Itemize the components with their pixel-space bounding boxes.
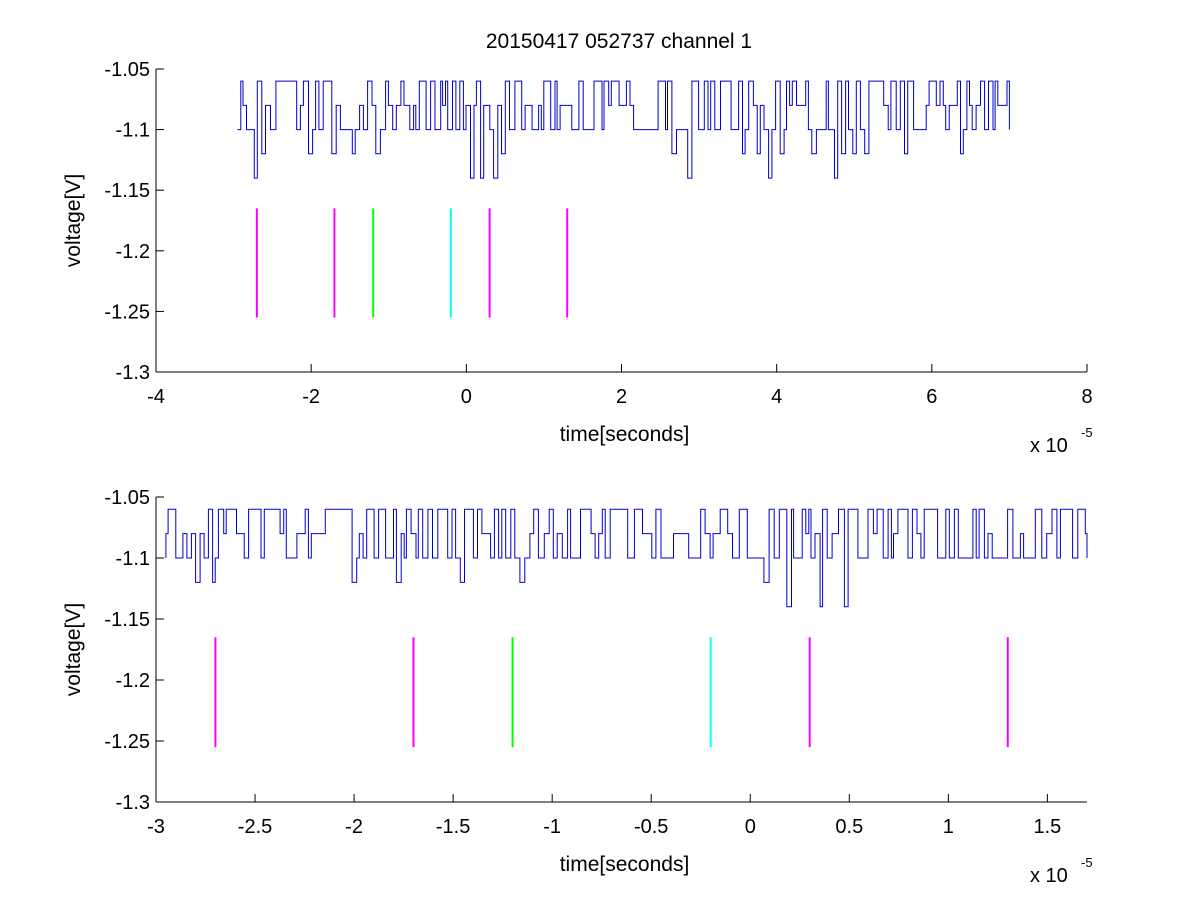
- x-tick-label: -2: [302, 386, 320, 408]
- x-tick-label: 1.5: [1033, 816, 1061, 838]
- voltage-series-line: [165, 508, 1088, 608]
- x-tick-label: 8: [1081, 386, 1092, 408]
- x-tick-label: -1.5: [436, 816, 470, 838]
- y-tick-label: -1.25: [104, 301, 150, 323]
- x-tick-label: 4: [771, 386, 782, 408]
- x-tick-label: -2: [345, 816, 363, 838]
- x-tick-label: -2.5: [238, 816, 272, 838]
- x-multiplier-label: x 10: [1030, 865, 1068, 887]
- y-tick-label: -1.3: [116, 792, 150, 814]
- y-tick-label: -1.1: [116, 548, 150, 570]
- y-axis-label: voltage[V]: [62, 603, 85, 696]
- x-tick-label: 1: [943, 816, 954, 838]
- y-tick-label: -1.05: [104, 487, 150, 509]
- y-tick-label: -1.3: [116, 362, 150, 384]
- voltage-series-line: [237, 80, 1010, 179]
- x-tick-label: -3: [147, 816, 165, 838]
- top-subplot: -4 -2 0 2 4 6 8 -1.3 -1.25 -1.2 -1.15 -1.1 -1.05 time…: [62, 59, 1093, 457]
- y-tick-label: -1.15: [104, 180, 150, 202]
- x-tick-label: -0.5: [634, 816, 668, 838]
- y-tick-label: -1.15: [104, 609, 150, 631]
- y-tick-label: -1.05: [104, 59, 150, 81]
- bottom-subplot: -3 -2.5 -2 -1.5 -1 -0.5 0 0.5 1 1.5 -1.3 -1.25 -1.2 -…: [62, 487, 1093, 887]
- x-multiplier-exponent: -5: [1081, 425, 1093, 440]
- x-tick-label: -4: [147, 386, 165, 408]
- figure-title: 20150417 052737 channel 1: [486, 30, 752, 53]
- x-tick-label: 2: [616, 386, 627, 408]
- x-tick-label: 0.5: [835, 816, 863, 838]
- y-tick-label: -1.25: [104, 731, 150, 753]
- x-multiplier-exponent: -5: [1081, 855, 1093, 870]
- x-axis-label: time[seconds]: [560, 853, 690, 876]
- y-tick-label: -1.1: [116, 120, 150, 142]
- x-tick-label: 0: [461, 386, 472, 408]
- x-tick-label: -1: [543, 816, 561, 838]
- x-multiplier-label: x 10: [1030, 435, 1068, 457]
- y-axis-label: voltage[V]: [62, 174, 85, 267]
- x-axis-label: time[seconds]: [560, 423, 690, 446]
- x-tick-label: 6: [926, 386, 937, 408]
- y-tick-label: -1.2: [116, 670, 150, 692]
- x-tick-label: 0: [745, 816, 756, 838]
- y-tick-label: -1.2: [116, 241, 150, 263]
